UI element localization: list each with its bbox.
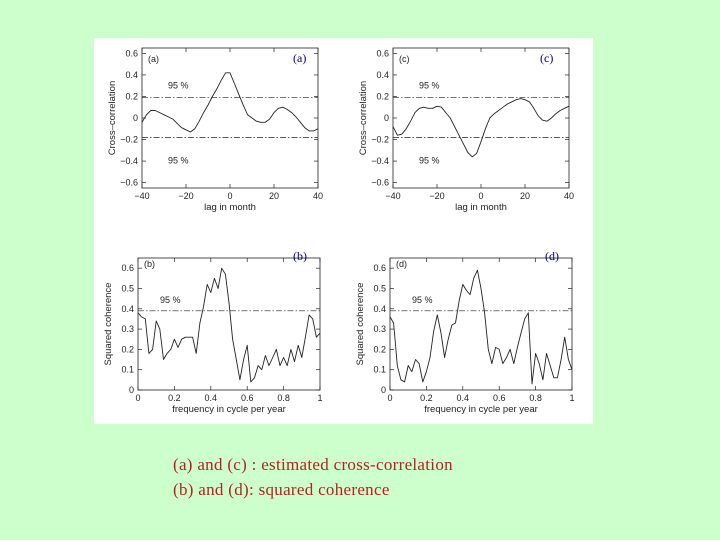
x-tick-label: 1 [569,393,574,403]
x-tick-label: 0.8 [277,393,290,403]
y-tick-label: 0 [384,113,389,123]
x-tick-label: −40 [134,191,149,201]
y-tick-label: 0.2 [376,91,389,101]
x-tick-label: 0.8 [529,393,542,403]
x-axis-label: frequency in cycle per year [172,404,286,415]
figure-panel: 0.6 0.4 0.2 0 −0.2 −0.4 −0.6 −40 −20 0 20 40 lag in … [94,38,593,424]
panel-label-b: (b) [293,249,307,263]
inner-panel-label: (b) [144,259,155,269]
x-tick-label: 20 [520,191,530,201]
x-tick-label: 0 [135,393,140,403]
series-line [389,269,573,385]
x-tick-label: 0.4 [205,393,218,403]
x-tick-label: 0 [227,191,232,201]
subplot-c: 0.6 0.4 0.2 0 −0.2 −0.4 −0.6 −40 −20 0 20 40 lag in … [358,47,574,213]
x-tick-label: 20 [269,191,279,201]
caption-line-2: (b) and (d): squared coherence [173,480,390,499]
threshold-label: 95 % [419,155,440,165]
x-tick-label: 0 [478,191,483,201]
inner-panel-label: (c) [399,54,410,64]
y-tick-label: 0.6 [376,48,389,58]
y-tick-label: 0.6 [125,48,138,58]
y-tick-label: 0 [129,385,134,395]
figure-svg: 0.6 0.4 0.2 0 −0.2 −0.4 −0.6 −40 −20 0 20 40 lag in … [103,47,575,415]
x-tick-label: 40 [564,191,574,201]
plot-frame [389,257,573,391]
threshold-label: 95 % [412,295,433,305]
y-tick-label: −0.6 [371,178,389,188]
x-tick-label: 0.2 [420,393,433,403]
y-tick-label: 0.3 [373,324,386,334]
y-tick-label: 0.2 [373,344,386,354]
subplot-a: 0.6 0.4 0.2 0 −0.2 −0.4 −0.6 −40 −20 0 20 40 lag in … [107,47,323,213]
y-tick-label: 0 [381,385,386,395]
y-tick-label: −0.2 [371,135,389,145]
y-tick-label: −0.4 [371,156,389,166]
y-tick-label: 0.4 [373,304,386,314]
x-axis-label: lag in month [455,202,507,213]
inner-panel-label: (a) [148,54,159,64]
panel-label-a: (a) [293,51,306,65]
subplot-d: 0.6 0.5 0.4 0.3 0.2 0.1 00 0.2 0.4 0.6 0.8 1 frequen… [355,249,575,415]
x-tick-label: −40 [385,191,400,201]
x-tick-label: 0.4 [457,393,470,403]
x-tick-label: 0.6 [241,393,254,403]
y-tick-label: 0.5 [373,283,386,293]
y-tick-label: 0.2 [125,91,138,101]
threshold-label: 95 % [160,295,181,305]
plot-frame [137,257,321,391]
series-line [137,267,321,383]
y-axis-label: Cross–correlation [107,81,118,155]
y-tick-label: 0.4 [121,304,134,314]
y-tick-label: 0.4 [125,70,138,80]
y-tick-label: 0.4 [376,70,389,80]
x-tick-label: 0 [387,393,392,403]
threshold-label: 95 % [168,155,189,165]
plot-frame [141,47,319,189]
y-tick-label: 0.6 [373,263,386,273]
x-tick-label: −20 [429,191,444,201]
y-tick-label: 0.6 [121,263,134,273]
y-tick-label: −0.2 [120,135,138,145]
y-tick-label: 0.3 [121,324,134,334]
y-axis-label: Cross–correlation [358,81,369,155]
y-tick-label: 0.2 [121,344,134,354]
series-line [392,98,570,158]
x-tick-label: 0.6 [493,393,506,403]
x-tick-label: −20 [178,191,193,201]
threshold-label: 95 % [168,81,189,91]
x-tick-label: 0.2 [168,393,181,403]
threshold-label: 95 % [419,81,440,91]
inner-panel-label: (d) [396,259,407,269]
y-tick-label: 0.1 [121,365,134,375]
caption-line-1: (a) and (c) : estimated cross-correlatio… [173,455,453,474]
y-tick-label: −0.6 [120,178,138,188]
series-line [141,72,319,133]
x-tick-label: 1 [317,393,322,403]
x-tick-label: 40 [313,191,323,201]
y-tick-label: −0.4 [120,156,138,166]
y-tick-label: 0.1 [373,365,386,375]
y-axis-label: Squared coherence [355,283,366,366]
plot-frame [392,47,570,189]
subplot-b: 0.6 0.5 0.4 0.3 0.2 0.1 00 0.2 0.4 0.6 0.8 1 frequen… [103,249,323,415]
panel-label-c: (c) [540,51,553,65]
y-tick-label: 0.5 [121,283,134,293]
x-axis-label: lag in month [204,202,256,213]
panel-label-d: (d) [545,249,559,263]
x-axis-label: frequency in cycle per year [424,404,538,415]
y-tick-label: 0 [133,113,138,123]
y-axis-label: Squared coherence [103,283,114,366]
